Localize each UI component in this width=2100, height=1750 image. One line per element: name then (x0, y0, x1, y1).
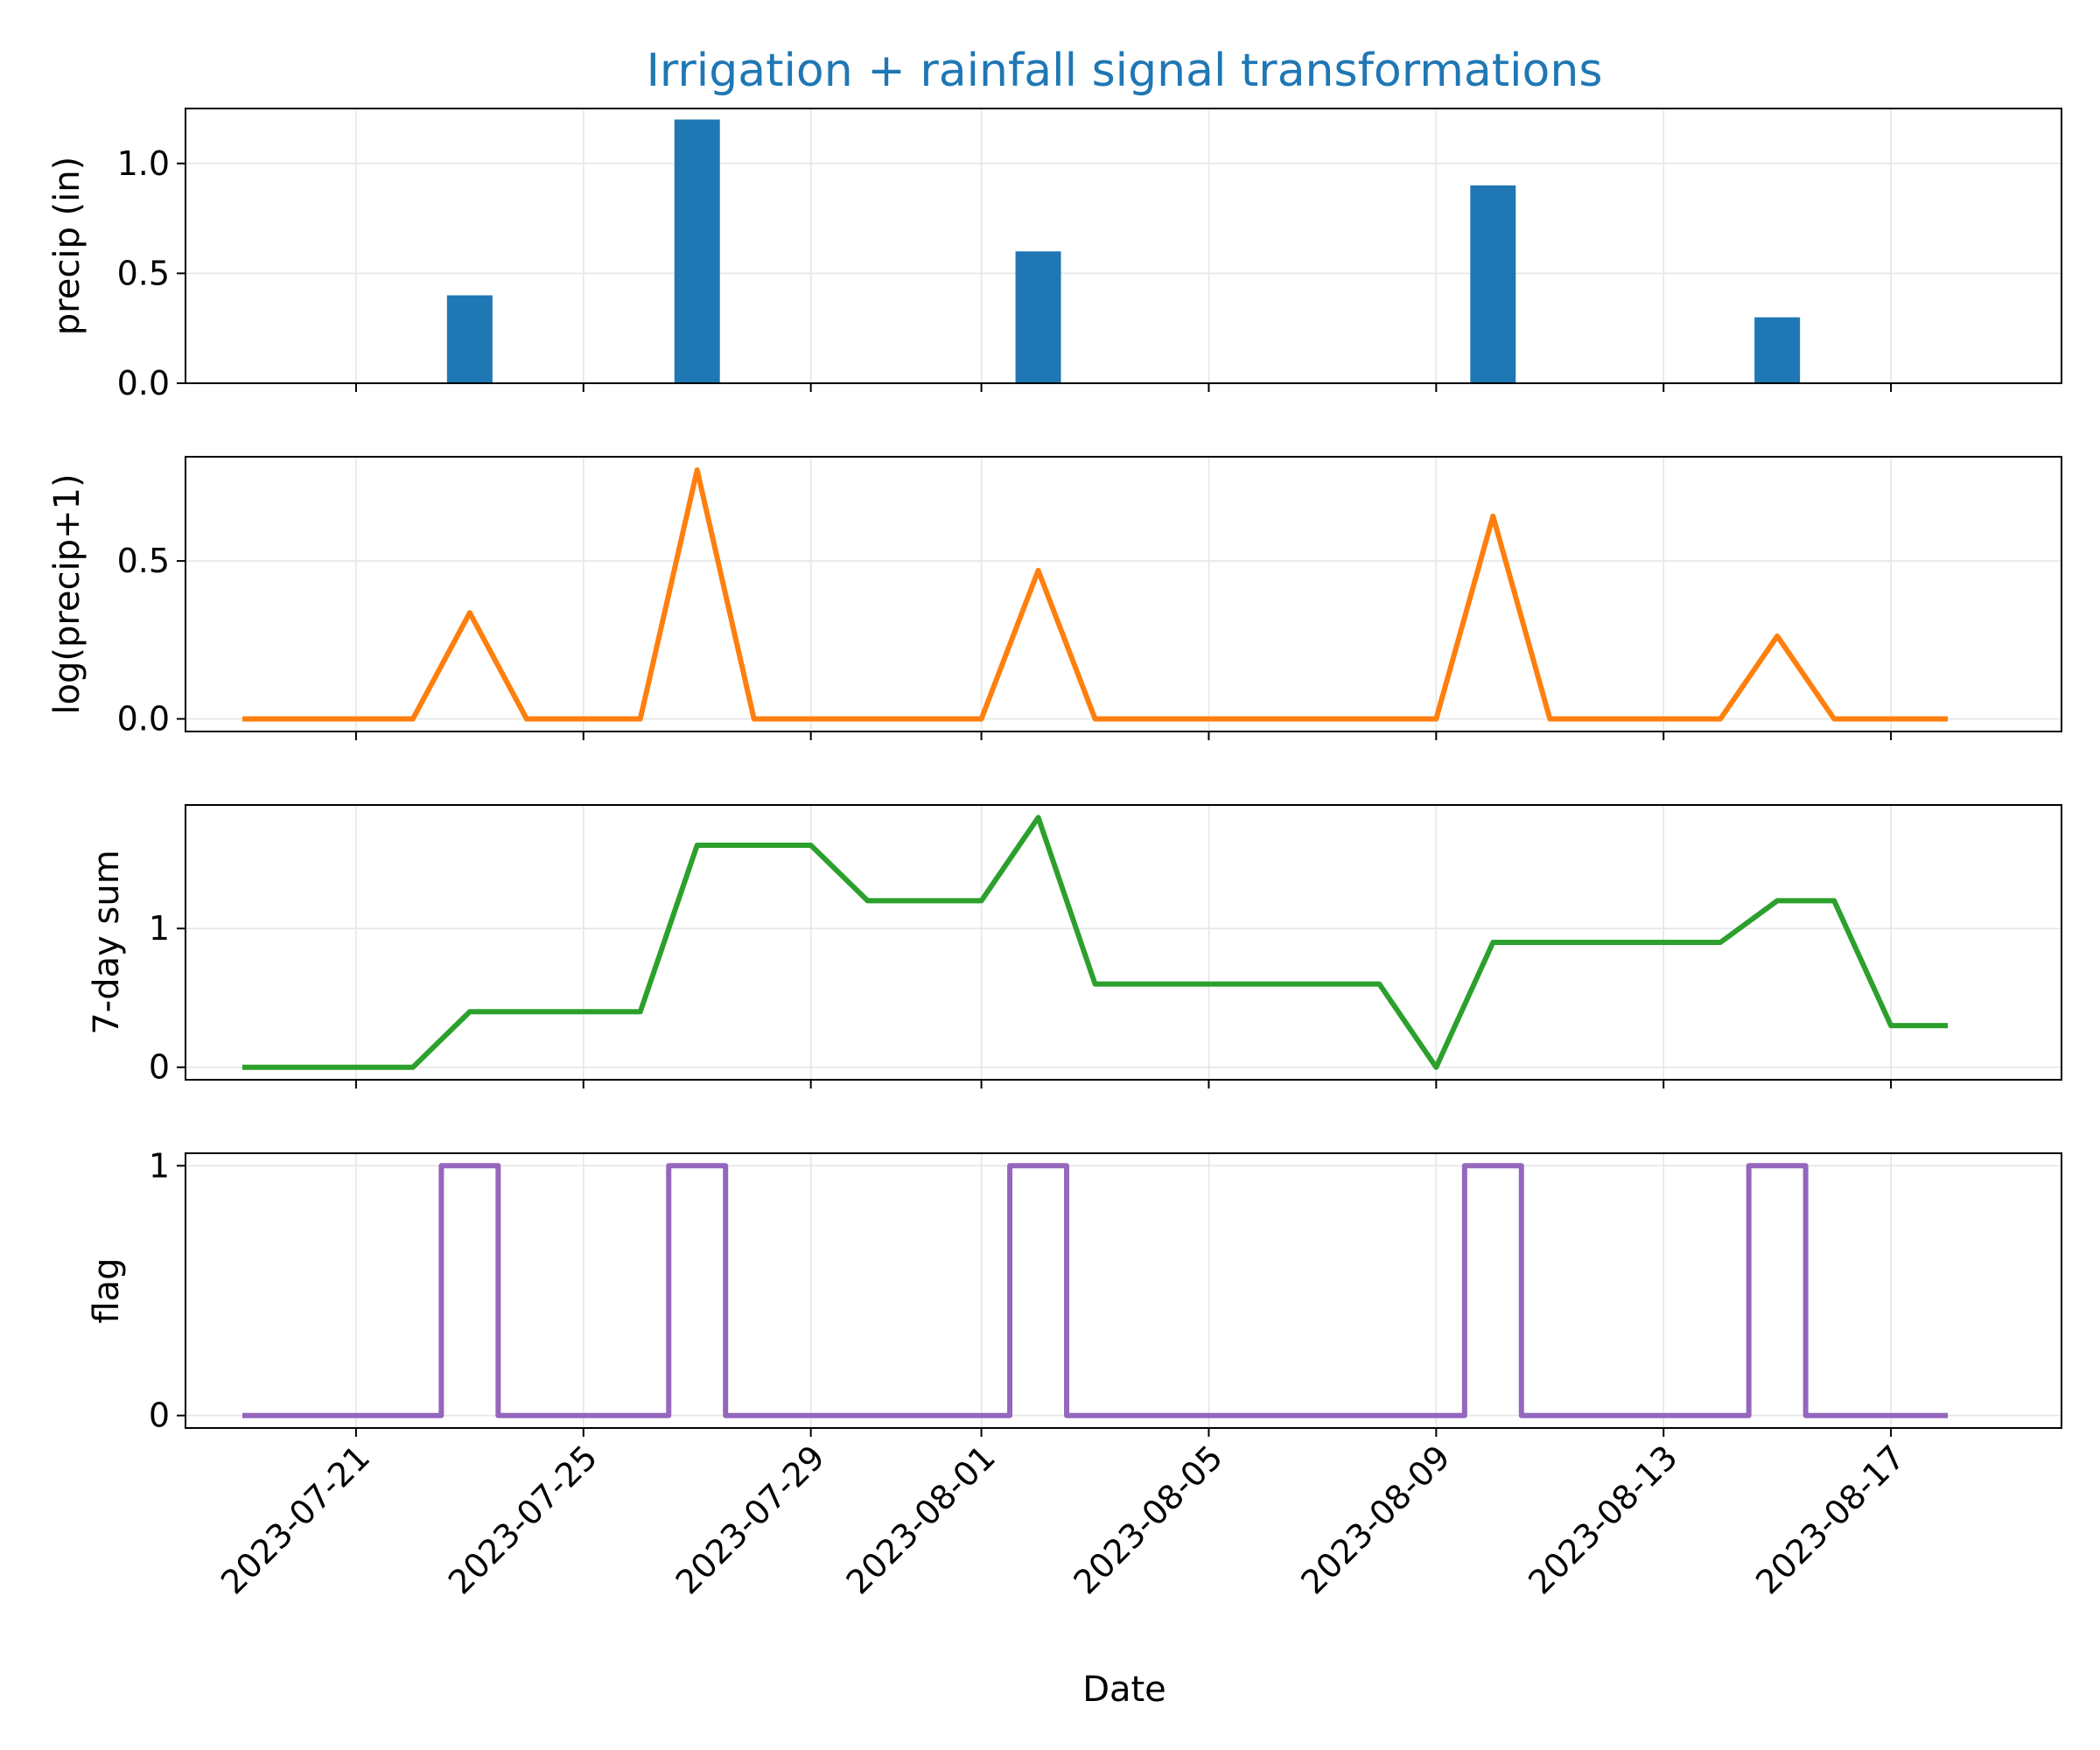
panel-flag: 0 1 flag (87, 1146, 2062, 1437)
axes-frame (185, 1152, 2062, 1429)
x-tick-label: 2023-08-13 (1521, 1438, 1684, 1601)
precip-bar (1470, 185, 1516, 383)
y-axis-label: 7-day sum (87, 850, 127, 1034)
precip-bar (446, 295, 493, 383)
y-axis-label: log(precip+1) (47, 473, 88, 714)
y-tick-label: 0.5 (117, 542, 170, 580)
axes-frame (185, 456, 2062, 732)
series-line (242, 815, 1949, 1070)
precip-bar (1015, 251, 1061, 383)
panel-precip: 0.0 0.5 1.0 precip (in) (47, 108, 2062, 402)
chart-title: Irrigation + rainfall signal transformat… (647, 45, 1603, 97)
panel-7-day-sum: 0 1 7-day sum (87, 804, 2062, 1088)
panel-log-precip: 0.0 0.5 log(precip+1) (47, 456, 2062, 740)
x-tick-label: 2023-08-17 (1748, 1438, 1912, 1601)
x-axis-label: Date (1082, 1670, 1166, 1710)
x-tick-labels: 2023-07-21 2023-07-25 2023-07-29 2023-08-01… (214, 1438, 1912, 1601)
precip-bar (674, 119, 720, 383)
y-tick-label: 1.0 (117, 144, 170, 183)
y-axis-label: precip (in) (47, 157, 88, 335)
y-tick-label: 0.5 (117, 254, 170, 292)
axes-frame (185, 804, 2062, 1081)
x-tick-label: 2023-08-05 (1067, 1438, 1230, 1601)
y-tick-label: 1 (149, 1146, 170, 1185)
y-tick-label: 1 (149, 909, 170, 948)
y-tick-label: 0.0 (117, 364, 170, 402)
precip-bar (1754, 317, 1801, 383)
x-tick-label: 2023-07-21 (214, 1438, 377, 1601)
series-line (242, 1163, 1949, 1418)
axes-frame (185, 108, 2062, 384)
x-tick-label: 2023-07-25 (441, 1438, 605, 1601)
y-tick-label: 0 (149, 1048, 170, 1087)
x-tick-label: 2023-07-29 (668, 1438, 832, 1601)
series-line (242, 467, 1949, 722)
x-tick-label: 2023-08-09 (1293, 1438, 1457, 1601)
y-tick-label: 0.0 (117, 700, 170, 738)
y-axis-label: flag (87, 1257, 127, 1323)
y-tick-label: 0 (149, 1396, 170, 1435)
x-tick-label: 2023-08-01 (839, 1438, 1003, 1601)
